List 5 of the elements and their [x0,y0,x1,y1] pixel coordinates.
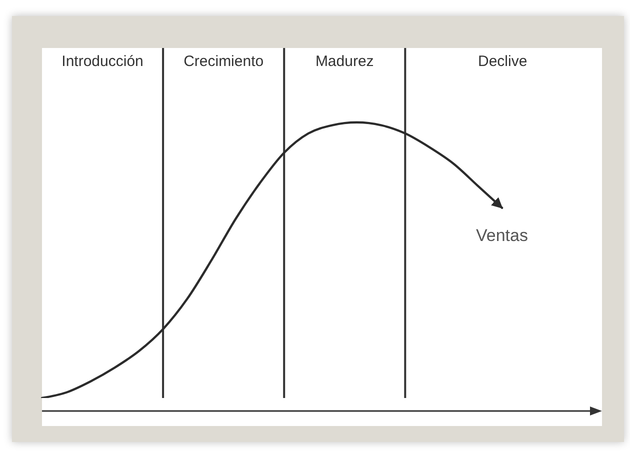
text: Madurez [314,53,375,71]
text: Introducción [60,53,144,71]
text: Crecimiento [182,53,265,71]
text: Declive [476,53,528,71]
series-label: Ventas [475,226,529,246]
